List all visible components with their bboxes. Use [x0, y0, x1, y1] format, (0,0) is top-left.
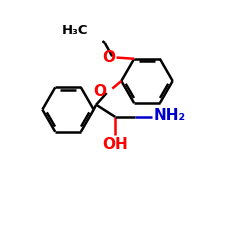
Text: OH: OH — [102, 138, 128, 152]
Text: H₃C: H₃C — [62, 24, 88, 37]
Text: O: O — [94, 84, 107, 99]
Text: NH₂: NH₂ — [153, 108, 186, 124]
Text: O: O — [102, 50, 115, 64]
